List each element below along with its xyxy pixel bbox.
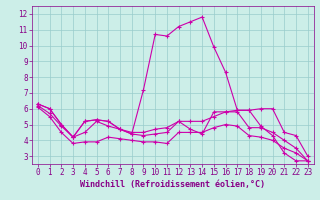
X-axis label: Windchill (Refroidissement éolien,°C): Windchill (Refroidissement éolien,°C) [80,180,265,189]
